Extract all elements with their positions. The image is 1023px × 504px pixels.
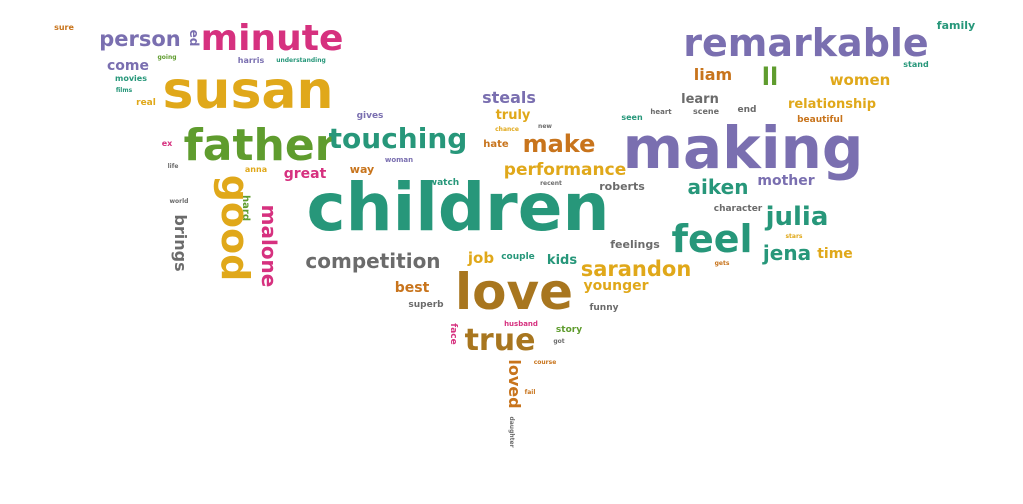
- word-time: time: [817, 246, 853, 262]
- word-remarkable: remarkable: [683, 21, 928, 65]
- word-story: story: [556, 325, 582, 335]
- word-end: end: [738, 105, 757, 115]
- word-daughter: daughter: [508, 416, 515, 447]
- word-heart: heart: [650, 108, 672, 116]
- word-roberts: roberts: [599, 180, 645, 193]
- word-make: make: [523, 130, 596, 158]
- word-watch: watch: [429, 178, 459, 188]
- word-superb: superb: [408, 300, 444, 310]
- word-family: family: [937, 19, 975, 32]
- word-truly: truly: [496, 108, 531, 123]
- word-movies: movies: [115, 74, 147, 83]
- word-films: films: [116, 87, 133, 94]
- word-susan: susan: [162, 61, 333, 121]
- word-character: character: [714, 204, 763, 214]
- word-performance: performance: [504, 160, 626, 180]
- word-life: life: [168, 163, 179, 170]
- word-making: making: [623, 114, 864, 182]
- word-sarandon: sarandon: [581, 257, 692, 281]
- word-great: great: [284, 166, 327, 182]
- word-understanding: understanding: [276, 57, 326, 64]
- word-relationship: relationship: [788, 97, 876, 112]
- word-gives: gives: [357, 111, 384, 121]
- word-beautiful: beautiful: [797, 115, 843, 125]
- word-ed: ed: [187, 30, 201, 47]
- word-true: true: [465, 323, 536, 358]
- word-best: best: [395, 280, 430, 296]
- word-recent: recent: [540, 180, 562, 187]
- word-course: course: [534, 359, 557, 366]
- word-learn: learn: [681, 92, 719, 107]
- word-touching: touching: [329, 122, 468, 155]
- word-julia: julia: [765, 202, 829, 232]
- word-fail: fail: [525, 389, 536, 396]
- word-gets: gets: [715, 260, 730, 267]
- word-world: world: [170, 198, 189, 205]
- word-good: good: [213, 175, 257, 282]
- word-father: father: [184, 120, 337, 171]
- word-seen: seen: [621, 113, 643, 122]
- word-new: new: [538, 123, 552, 130]
- word-come: come: [107, 58, 149, 74]
- word-anna: anna: [245, 165, 267, 174]
- word-women: women: [830, 71, 891, 89]
- word-hard: hard: [240, 195, 251, 221]
- word-aiken: aiken: [688, 175, 749, 199]
- word-funny: funny: [589, 303, 618, 313]
- word-face: face: [448, 323, 458, 344]
- word-husband: husband: [504, 320, 538, 328]
- word-minute: minute: [201, 18, 344, 59]
- word-love: love: [455, 263, 573, 321]
- word-malone: malone: [257, 205, 281, 288]
- word-feel: feel: [671, 217, 752, 261]
- word-chance: chance: [495, 126, 519, 133]
- word-ll: ll: [762, 63, 778, 91]
- word-couple: couple: [501, 252, 535, 262]
- word-going: going: [157, 54, 176, 61]
- word-competition: competition: [305, 249, 440, 273]
- word-jena: jena: [762, 241, 811, 265]
- word-feelings: feelings: [610, 238, 660, 251]
- word-loved: loved: [505, 359, 524, 408]
- word-steals: steals: [482, 88, 536, 107]
- word-hate: hate: [483, 139, 509, 150]
- word-children: children: [307, 169, 610, 246]
- word-harris: harris: [238, 56, 265, 65]
- word-person: person: [99, 27, 181, 51]
- word-job: job: [467, 249, 494, 267]
- word-sure: sure: [54, 23, 74, 32]
- word-kids: kids: [547, 253, 577, 268]
- word-brings: brings: [171, 214, 190, 271]
- word-got: got: [553, 338, 564, 345]
- word-younger: younger: [583, 278, 648, 294]
- word-stand: stand: [903, 60, 929, 69]
- word-scene: scene: [693, 107, 720, 116]
- word-woman: woman: [385, 156, 413, 164]
- word-liam: liam: [694, 65, 732, 84]
- word-way: way: [350, 163, 374, 176]
- word-stars: stars: [785, 233, 802, 240]
- word-real: real: [136, 98, 156, 108]
- word-mother: mother: [757, 173, 814, 189]
- word-ex: ex: [162, 139, 173, 148]
